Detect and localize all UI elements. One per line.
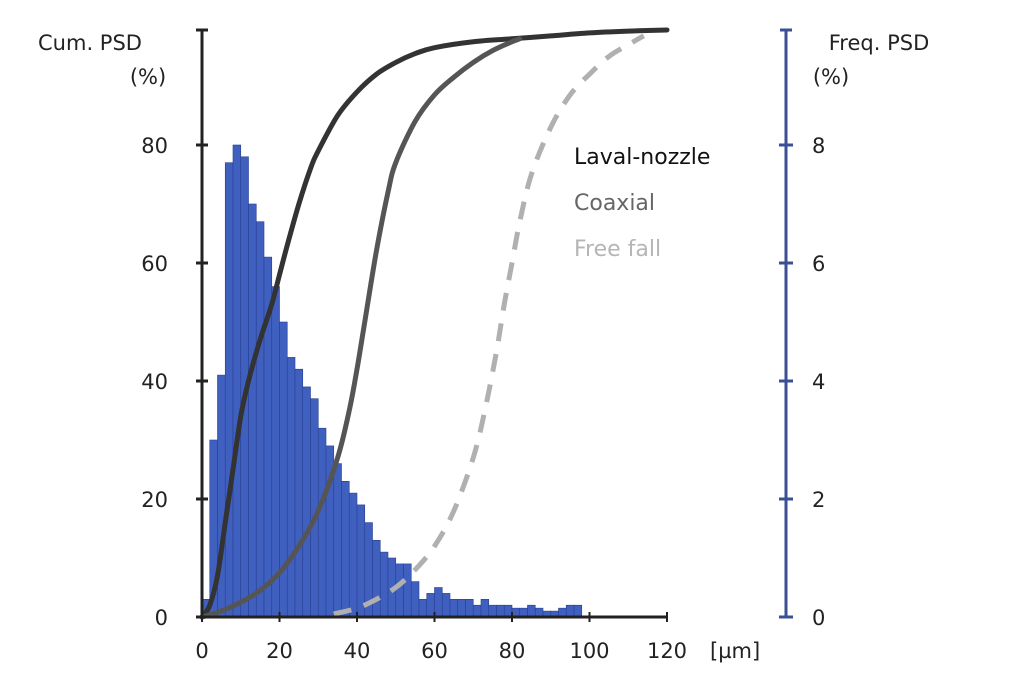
histogram-bar [232,144,242,618]
left-axis-tick-label: 20 [141,488,168,512]
histogram-bar [356,504,366,618]
series-line-coaxial [199,36,523,620]
left-axis-tick-label: 40 [141,370,168,394]
x-axis-tick-label: 0 [195,639,208,663]
histogram-bar [527,604,536,618]
histogram-bar [395,563,404,618]
histogram-bar [434,587,443,618]
right-axis-title-line2: (%) [813,65,849,89]
right-axis-tick-label: 4 [812,370,825,394]
left-axis-tick-label: 60 [141,252,168,276]
x-axis-tick-label: 60 [421,639,448,663]
histogram-bar [333,463,342,618]
histogram-bar [294,368,304,618]
left-axis-title-line1: Cum. PSD [38,31,142,55]
cumulative-curves [199,27,670,620]
histogram-bar [565,604,575,618]
left-axis-title-line2: (%) [130,65,166,89]
right-axis-title-line1: Freq. PSD [829,31,930,55]
histogram-bar [441,593,451,618]
histogram-bar [302,386,311,618]
legend-label-laval-nozzle: Laval-nozzle [574,145,710,170]
histogram-bar [410,581,420,618]
histogram-bar [488,604,497,618]
histogram-bar [426,593,435,618]
histogram-bar [379,551,389,618]
histogram-bar [480,598,490,618]
series-line-laval-nozzle [199,27,670,620]
histogram-bar [418,598,428,618]
histogram-bar [465,598,474,618]
histogram-bar [472,604,482,618]
x-axis-tick-label: 80 [499,639,526,663]
histogram-bar [255,221,265,618]
histogram-bar [317,427,327,618]
histogram-bar [341,480,350,618]
legend-label-coaxial: Coaxial [574,191,655,216]
histogram-bar [457,598,466,618]
histogram-bar [271,286,280,618]
right-axis-tick-label: 8 [812,134,825,158]
histogram-bar [286,357,296,618]
right-axis-tick-label: 2 [812,488,825,512]
right-axis-tick-label: 0 [812,606,825,630]
histogram-bars [201,144,583,618]
histogram-bar [348,492,358,618]
series-line-free-fall [333,33,645,617]
histogram-bar [372,539,381,618]
x-axis-tick-label: 120 [647,639,687,663]
x-axis-unit-label: [µm] [710,639,760,663]
x-axis-tick-label: 100 [569,639,609,663]
right-axis-tick-label: 6 [812,252,825,276]
histogram-bar [503,604,513,618]
legend: Laval-nozzle Coaxial Free fall [574,145,710,262]
x-axis-tick-label: 20 [266,639,293,663]
histogram-bar [496,604,505,618]
histogram-bar [573,604,583,618]
histogram-bar [224,162,234,618]
x-axis-tick-label: 40 [344,639,371,663]
histogram-bar [403,563,412,618]
legend-label-free-fall: Free fall [574,237,661,262]
histogram-bar [449,598,459,618]
histogram-bar [248,203,257,618]
left-axis-tick-label: 80 [141,134,168,158]
left-axis-tick-label: 0 [155,606,168,630]
